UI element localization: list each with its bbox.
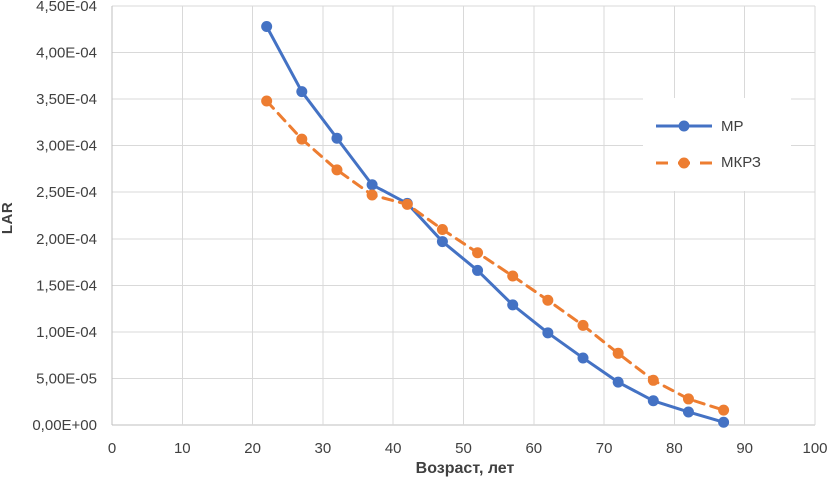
- series-1-marker: [472, 247, 484, 259]
- x-axis-title: Возраст, лет: [415, 460, 515, 477]
- series-1-marker: [682, 393, 694, 405]
- legend-label-mkrz: МКРЗ: [721, 154, 761, 172]
- series-1-marker: [612, 347, 624, 359]
- series-0-marker: [296, 86, 308, 98]
- series-0-marker: [682, 406, 694, 418]
- y-tick-label: 3,00E-04: [36, 138, 97, 155]
- series-line-1: [265, 99, 726, 412]
- legend-line-sample-mr: [656, 120, 712, 132]
- series-1-marker: [296, 133, 308, 145]
- x-tick-label: 90: [736, 440, 753, 457]
- series-1-marker: [436, 223, 448, 235]
- x-tick-label: 80: [666, 440, 683, 457]
- y-tick-label: 4,00E-04: [36, 45, 97, 62]
- y-tick-label: 3,50E-04: [36, 91, 97, 108]
- x-tick-label: 0: [108, 440, 116, 457]
- x-tick-label: 50: [455, 440, 472, 457]
- x-tick-label: 70: [596, 440, 613, 457]
- series-1-marker: [647, 374, 659, 386]
- x-tick-label: 40: [385, 440, 402, 457]
- series-0-marker: [436, 236, 448, 248]
- x-tick-label: 100: [802, 440, 827, 457]
- legend-item-mr: МР: [655, 118, 791, 135]
- legend-line-sample-mkrz: [656, 157, 712, 169]
- y-tick-label: 4,50E-04: [36, 0, 97, 15]
- series-0-marker: [366, 179, 378, 191]
- series-0-marker: [647, 395, 659, 407]
- series-0-marker: [718, 416, 730, 428]
- y-tick-label: 5,00E-05: [36, 370, 97, 387]
- legend-label-mr: МР: [721, 117, 744, 135]
- y-axis-title: LAR: [0, 201, 16, 235]
- series-0-marker: [612, 376, 624, 388]
- series-1-marker: [401, 198, 413, 210]
- x-tick-label: 10: [174, 440, 191, 457]
- series-1-marker: [577, 319, 589, 331]
- series-0-marker: [577, 352, 589, 364]
- series-1-marker: [507, 270, 519, 282]
- y-tick-label: 0,00E+00: [32, 417, 97, 434]
- y-tick-label: 1,50E-04: [36, 277, 97, 294]
- series-1-marker: [331, 164, 343, 176]
- series-0-marker: [507, 299, 519, 311]
- series-0-marker: [472, 264, 484, 276]
- y-tick-label: 2,00E-04: [36, 231, 97, 248]
- series-0-marker: [542, 327, 554, 339]
- series-1-marker: [542, 294, 554, 306]
- y-tick-label: 2,50E-04: [36, 184, 97, 201]
- x-tick-label: 60: [525, 440, 542, 457]
- x-tick-label: 20: [244, 440, 261, 457]
- legend-item-mkrz: МКРЗ: [655, 154, 791, 171]
- x-tick-label: 30: [315, 440, 332, 457]
- series-1-marker: [718, 404, 730, 416]
- y-tick-label: 1,00E-04: [36, 324, 97, 341]
- legend: МР МКРЗ: [643, 98, 791, 191]
- series-0-marker: [331, 132, 343, 144]
- series-1-marker: [261, 95, 273, 107]
- series-1-marker: [366, 189, 378, 201]
- series-0-marker: [261, 20, 273, 32]
- series-line-0: [265, 24, 726, 424]
